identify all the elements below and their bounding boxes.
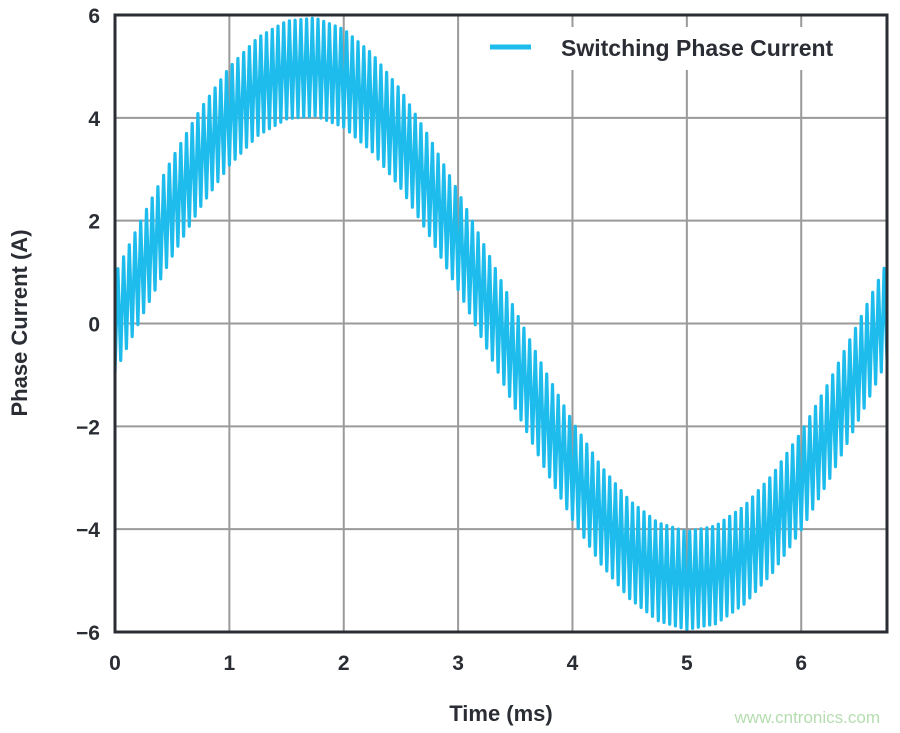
x-tick-label: 4 — [567, 652, 579, 675]
watermark: www.cntronics.com — [734, 708, 880, 727]
y-tick-label: −2 — [76, 416, 100, 439]
legend-label: Switching Phase Current — [561, 35, 834, 61]
x-axis-label: Time (ms) — [449, 701, 553, 726]
y-tick-label: −6 — [76, 622, 100, 645]
y-axis-label: Phase Current (A) — [7, 229, 32, 416]
y-tick-label: −4 — [76, 519, 100, 542]
y-tick-label: 6 — [88, 5, 100, 28]
x-tick-label: 2 — [338, 652, 350, 675]
series-switching-phase-current — [113, 16, 889, 631]
x-tick-label: 6 — [795, 652, 807, 675]
y-tick-label: 2 — [88, 211, 100, 234]
x-tick-label: 1 — [224, 652, 236, 675]
y-tick-label: 0 — [88, 314, 100, 337]
y-tick-label: 4 — [88, 108, 100, 131]
plot-frame — [113, 13, 889, 634]
x-tick-label: 3 — [452, 652, 464, 675]
legend-box — [476, 27, 884, 70]
x-tick-label: 5 — [681, 652, 693, 675]
x-tick-label: 0 — [109, 652, 121, 675]
